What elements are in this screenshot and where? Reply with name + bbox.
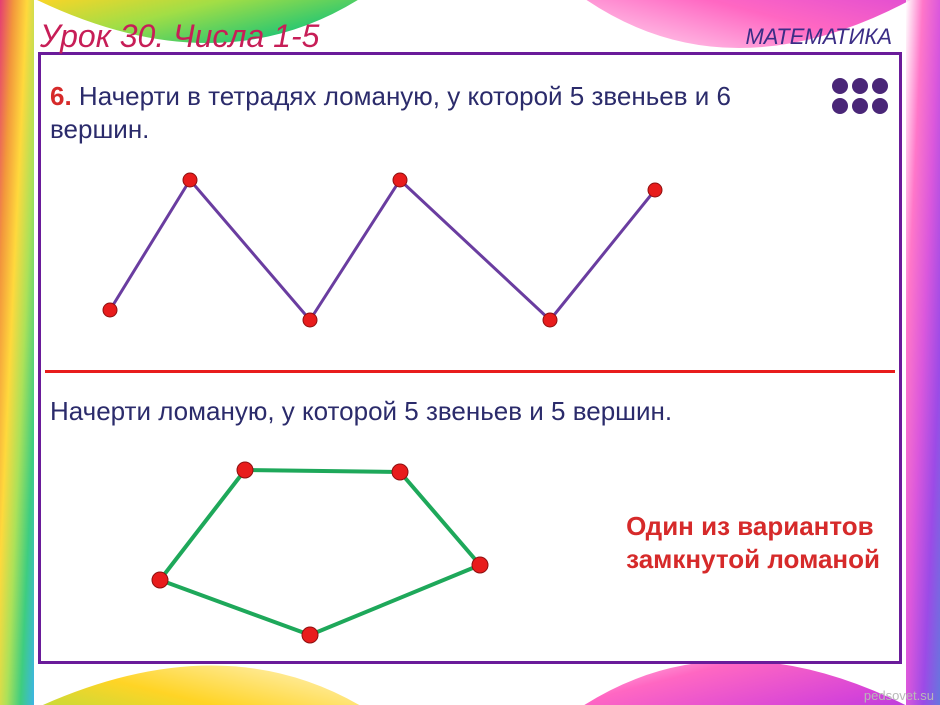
subject-label-text: МАТЕМАТИКА [745, 24, 892, 49]
dot-icon [872, 78, 888, 94]
task-2-body: Начерти ломаную, у которой 5 звеньев и 5… [50, 396, 672, 426]
watermark: pedsovet.su [864, 688, 934, 703]
task-1-number: 6. [50, 81, 72, 111]
dots-row [832, 78, 888, 94]
section-divider [45, 370, 895, 373]
polygon-path [160, 470, 480, 635]
lesson-title-text: Урок 30. Числа 1-5 [40, 18, 319, 54]
task-1-text: 6. Начерти в тетрадях ломаную, у которой… [50, 80, 820, 145]
vertex-dot [152, 572, 168, 588]
task-1-body: Начерти в тетрадях ломаную, у которой 5 … [50, 81, 731, 144]
vertex-dot [543, 313, 557, 327]
vertex-dot [183, 173, 197, 187]
dot-icon [832, 98, 848, 114]
answer-caption: Один из вариантов замкнутой ломаной [626, 510, 880, 575]
answer-line-1: Один из вариантов [626, 510, 880, 543]
dots-row [832, 98, 888, 114]
vertex-dot [393, 173, 407, 187]
answer-line-2: замкнутой ломаной [626, 543, 880, 576]
vertex-dot [472, 557, 488, 573]
polygon-diagram-2 [130, 450, 510, 650]
vertex-dot [303, 313, 317, 327]
vertex-dot [648, 183, 662, 197]
polyline-path [110, 180, 655, 320]
vertex-dot [302, 627, 318, 643]
dot-icon [872, 98, 888, 114]
dot-icon [852, 78, 868, 94]
polyline-diagram-1 [80, 160, 700, 340]
vertex-dot [392, 464, 408, 480]
task-2-text: Начерти ломаную, у которой 5 звеньев и 5… [50, 395, 870, 428]
lesson-title: Урок 30. Числа 1-5 [40, 18, 319, 55]
dots-badge [832, 78, 888, 114]
dot-icon [832, 78, 848, 94]
vertex-dot [103, 303, 117, 317]
subject-label: МАТЕМАТИКА [745, 24, 892, 50]
dot-icon [852, 98, 868, 114]
vertex-dot [237, 462, 253, 478]
